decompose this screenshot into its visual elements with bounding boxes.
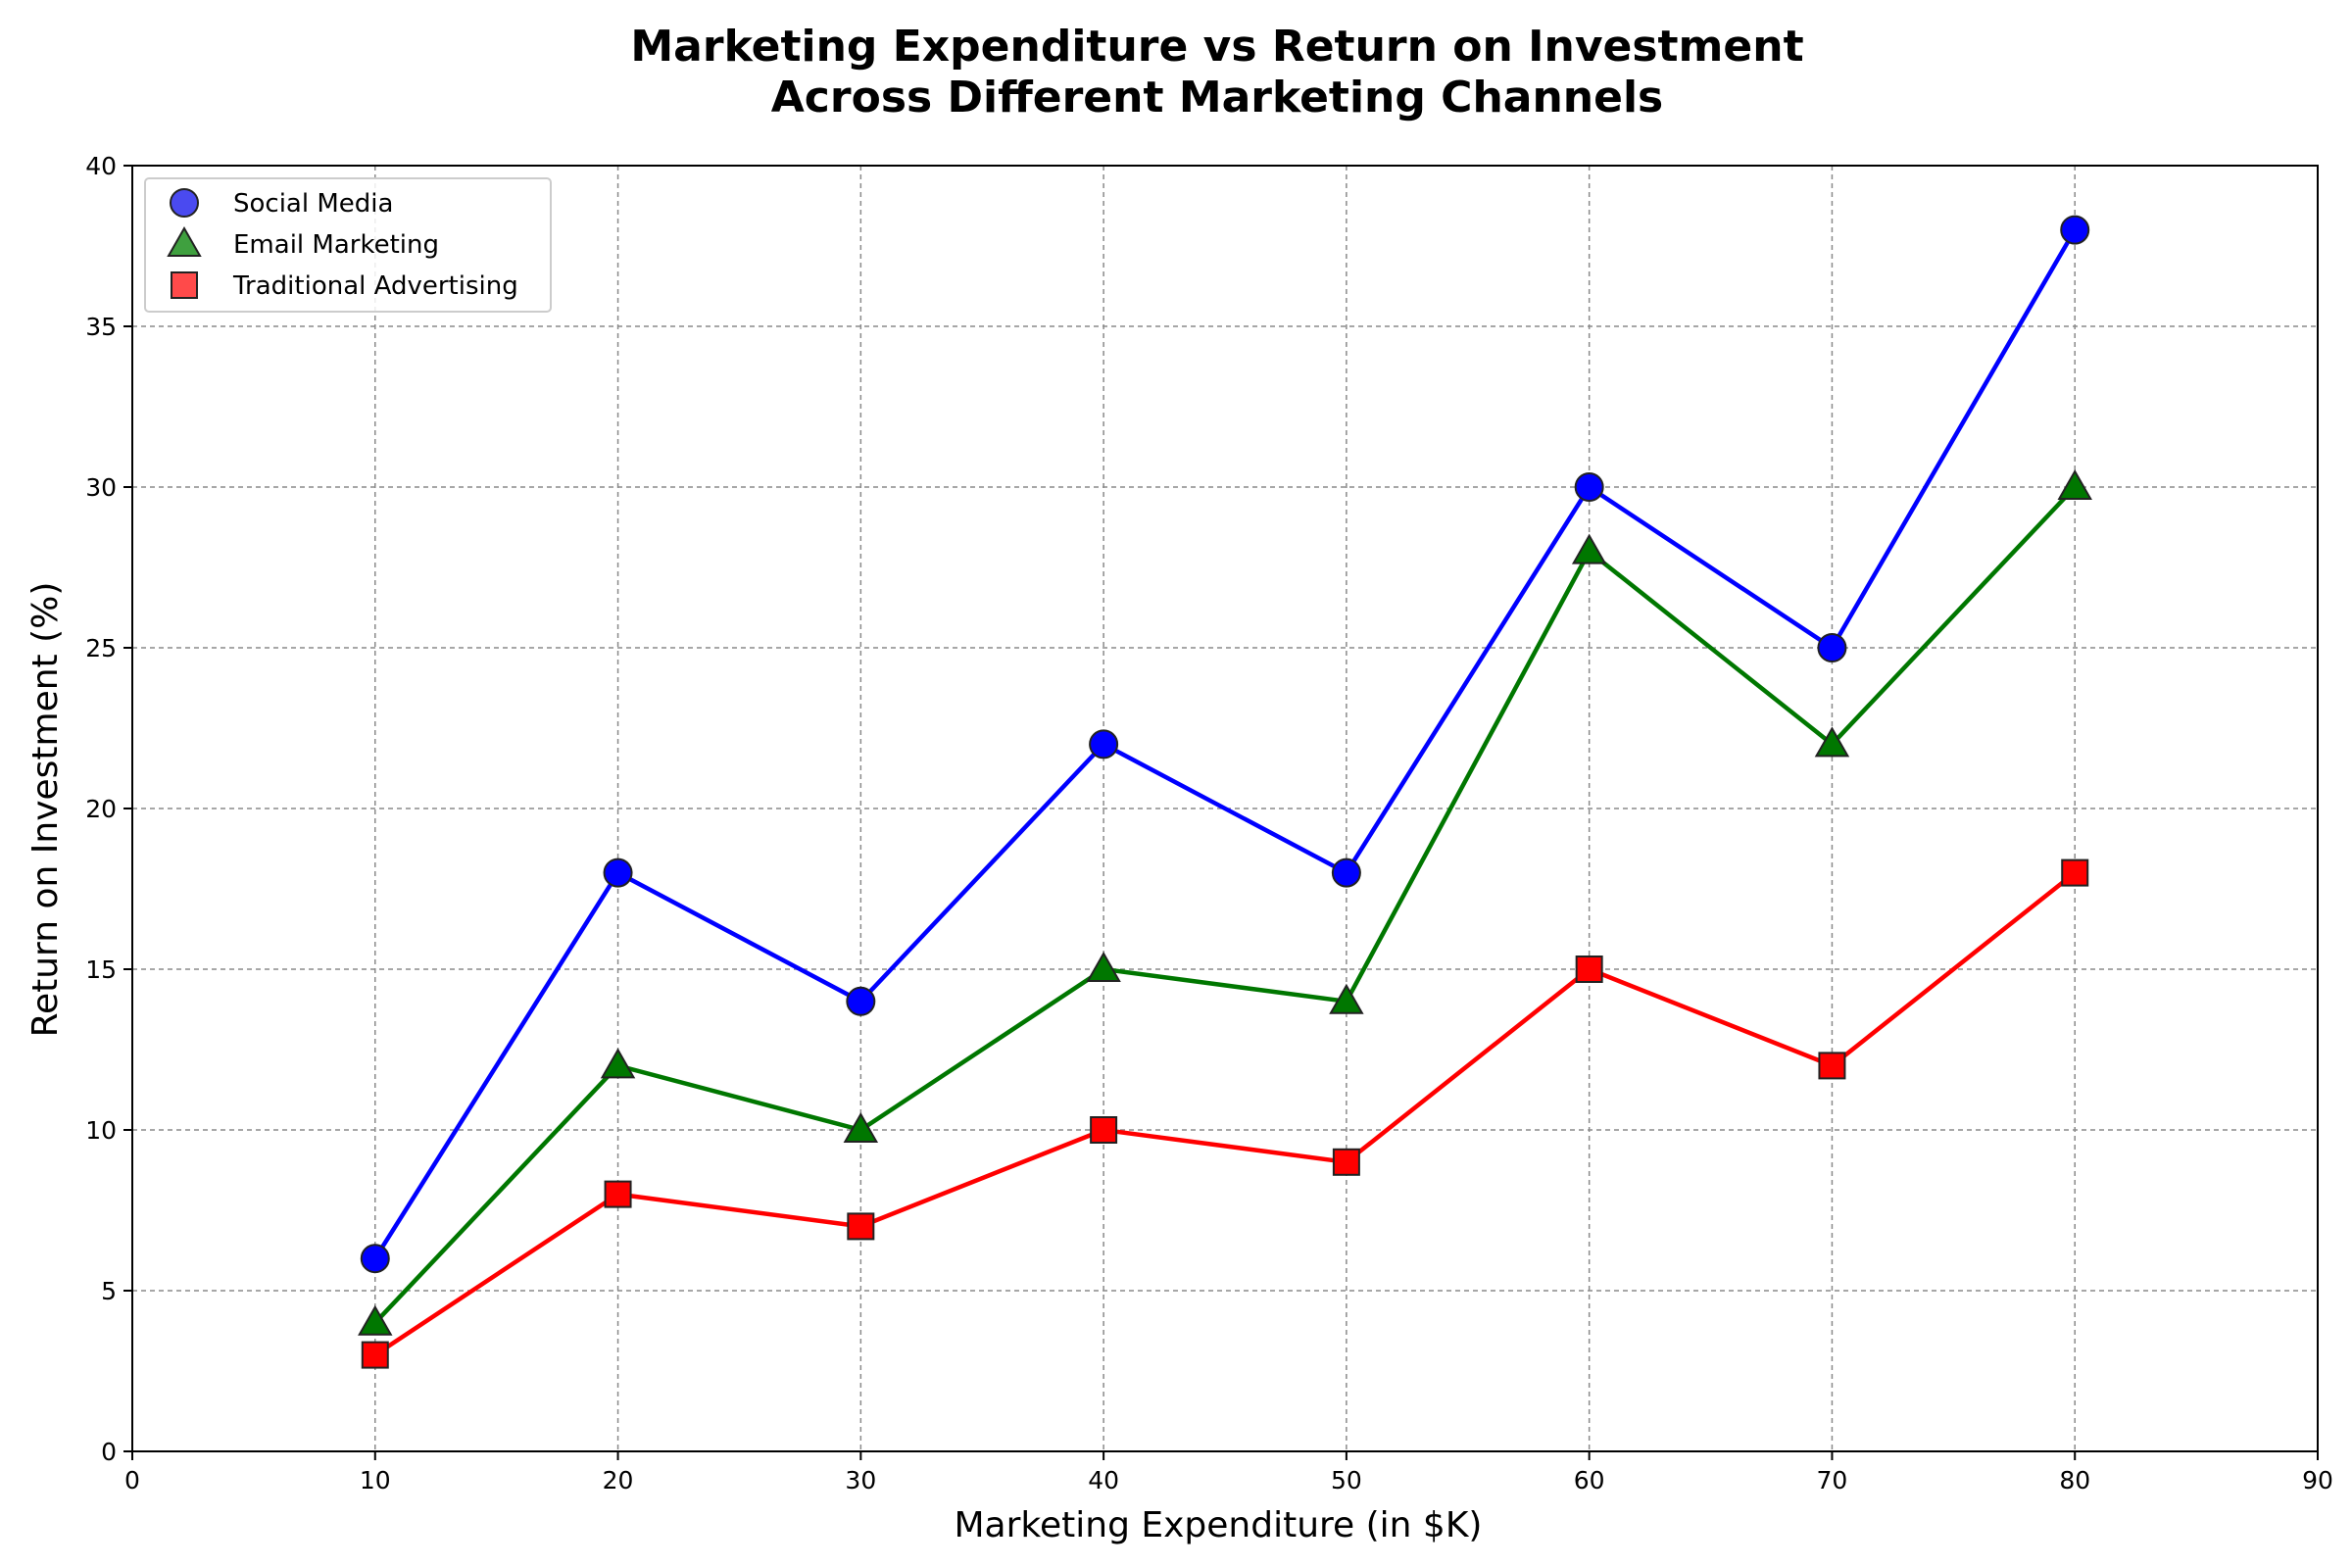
data-point-traditional-advertising: [1575, 956, 1603, 983]
data-point-traditional-advertising: [361, 1341, 389, 1369]
data-point-traditional-advertising: [1332, 1148, 1360, 1176]
data-point-email-marketing: [1571, 533, 1607, 564]
data-point-email-marketing: [358, 1304, 393, 1336]
series-line-email-marketing: [373, 485, 2077, 1325]
data-point-social-media: [1817, 633, 1847, 662]
data-point-traditional-advertising: [1090, 1116, 1118, 1144]
y-tick-label: 30: [85, 473, 117, 502]
y-tick-label: 25: [85, 634, 117, 662]
data-point-traditional-advertising: [604, 1180, 632, 1208]
data-point-social-media: [1574, 472, 1604, 502]
data-point-traditional-advertising: [847, 1212, 875, 1241]
y-tick-label: 0: [101, 1438, 117, 1466]
x-tick-label: 60: [1574, 1466, 1605, 1494]
data-point-email-marketing: [1329, 983, 1364, 1014]
data-point-email-marketing: [1814, 726, 1850, 758]
axis-ticks: 0 10 20 30 40 50 60 70 80 90 0 5 10 15 20 25 30 35 40: [85, 152, 2333, 1494]
data-point-social-media: [1331, 858, 1361, 888]
x-tick-label: 20: [603, 1466, 634, 1494]
x-tick-label: 40: [1088, 1466, 1119, 1494]
x-tick-label: 10: [360, 1466, 391, 1494]
data-point-social-media: [360, 1244, 390, 1274]
data-point-social-media: [2060, 215, 2090, 245]
x-tick-label: 80: [2059, 1466, 2090, 1494]
grid: [132, 166, 2318, 1451]
data-point-traditional-advertising: [2061, 858, 2089, 887]
chart-title-line-2: Across Different Marketing Channels: [771, 73, 1664, 122]
data-point-email-marketing: [1086, 951, 1121, 982]
legend: Social Media Email Marketing Traditional…: [144, 177, 552, 313]
y-tick-label: 5: [101, 1277, 117, 1305]
y-axis-label: Return on Investment (%): [25, 582, 66, 1038]
legend-markers: [167, 188, 202, 299]
series-lines: [372, 228, 2078, 1357]
legend-marker-traditional-advertising: [171, 271, 198, 299]
data-point-email-marketing: [2057, 468, 2092, 500]
chart-title-line-1: Marketing Expenditure vs Return on Inves…: [630, 22, 1803, 72]
plot-area-frame: [131, 165, 2319, 1452]
data-point-social-media: [1089, 729, 1119, 760]
x-axis-label: Marketing Expenditure (in $K): [955, 1505, 1483, 1545]
data-point-traditional-advertising: [1818, 1052, 1846, 1080]
x-tick-label: 0: [124, 1466, 140, 1494]
y-tick-label: 10: [85, 1116, 117, 1145]
x-tick-label: 90: [2302, 1466, 2333, 1494]
x-tick-label: 70: [1817, 1466, 1848, 1494]
legend-marker-social-media: [170, 188, 199, 218]
x-tick-label: 50: [1331, 1466, 1362, 1494]
legend-marker-email-marketing: [167, 225, 202, 257]
y-tick-label: 35: [85, 313, 117, 341]
data-point-email-marketing: [600, 1048, 636, 1079]
data-point-social-media: [603, 858, 633, 888]
series-line-traditional-advertising: [373, 870, 2077, 1357]
y-tick-label: 20: [85, 795, 117, 823]
data-point-email-marketing: [843, 1111, 879, 1143]
legend-box: [144, 177, 552, 313]
legend-label-email-marketing: Email Marketing: [233, 230, 439, 260]
y-tick-label: 15: [85, 956, 117, 984]
legend-label-traditional-advertising: Traditional Advertising: [232, 271, 518, 301]
series-markers: [358, 215, 2092, 1369]
legend-label-social-media: Social Media: [233, 189, 393, 219]
x-tick-label: 30: [845, 1466, 876, 1494]
series-line-social-media: [372, 228, 2078, 1260]
y-tick-label: 40: [85, 152, 117, 180]
data-point-social-media: [846, 986, 876, 1016]
